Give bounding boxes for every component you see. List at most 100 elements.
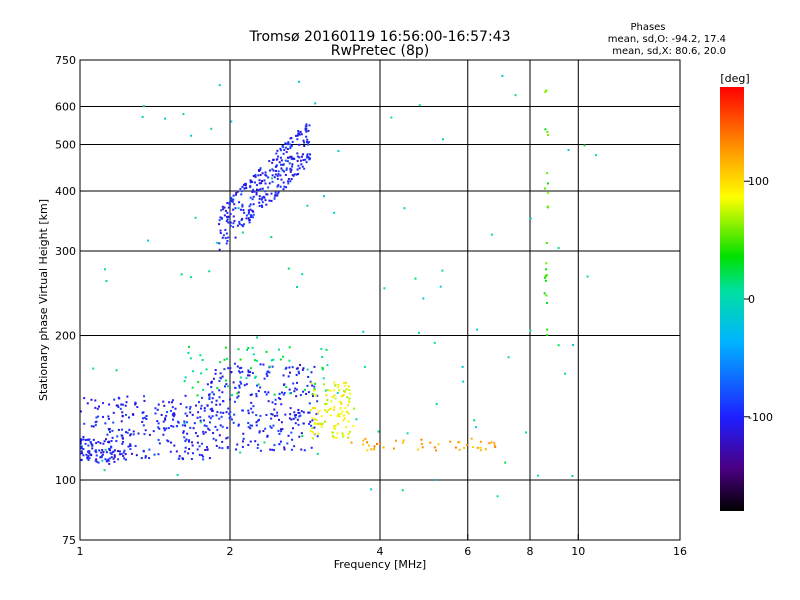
data-point bbox=[111, 451, 114, 454]
data-point bbox=[476, 446, 479, 449]
data-point bbox=[288, 417, 291, 420]
data-point bbox=[171, 418, 174, 421]
data-point bbox=[88, 457, 91, 460]
data-point bbox=[314, 394, 317, 397]
data-point bbox=[209, 417, 212, 420]
data-point bbox=[337, 150, 340, 153]
data-point bbox=[343, 414, 346, 417]
data-point bbox=[249, 440, 252, 443]
data-point bbox=[313, 433, 316, 436]
data-point bbox=[333, 436, 336, 439]
data-point bbox=[224, 237, 227, 240]
data-point bbox=[546, 328, 549, 331]
data-point bbox=[297, 423, 300, 426]
data-point bbox=[94, 450, 97, 453]
data-point bbox=[288, 388, 291, 391]
data-point bbox=[557, 344, 560, 347]
data-point bbox=[277, 184, 280, 187]
data-point bbox=[313, 387, 316, 390]
data-point bbox=[148, 433, 151, 436]
data-point bbox=[83, 422, 86, 425]
data-point bbox=[250, 407, 253, 410]
data-point bbox=[254, 376, 257, 379]
data-point bbox=[238, 386, 241, 389]
data-point bbox=[85, 453, 88, 456]
data-point bbox=[331, 431, 334, 434]
data-point bbox=[235, 192, 238, 195]
data-point bbox=[236, 224, 239, 227]
data-point bbox=[242, 225, 245, 228]
data-point bbox=[102, 415, 105, 418]
data-point bbox=[297, 164, 300, 167]
data-point bbox=[234, 236, 237, 239]
data-point bbox=[394, 439, 397, 442]
data-point bbox=[225, 357, 228, 360]
data-point bbox=[227, 236, 230, 239]
data-point bbox=[249, 367, 252, 370]
x-tick-label: 2 bbox=[227, 545, 234, 558]
data-point bbox=[544, 279, 547, 282]
data-point bbox=[292, 417, 295, 420]
data-point bbox=[142, 424, 145, 427]
data-point bbox=[333, 389, 336, 392]
data-point bbox=[148, 448, 151, 451]
data-point bbox=[226, 218, 229, 221]
data-point bbox=[178, 455, 181, 458]
data-point bbox=[237, 424, 240, 427]
x-tick-label: 10 bbox=[571, 545, 585, 558]
data-point bbox=[191, 386, 194, 389]
data-point bbox=[289, 407, 292, 410]
data-point bbox=[172, 425, 175, 428]
data-point bbox=[276, 411, 279, 414]
data-point bbox=[466, 444, 469, 447]
data-point bbox=[296, 418, 299, 421]
data-point bbox=[106, 433, 109, 436]
data-point bbox=[543, 292, 546, 295]
data-point bbox=[227, 385, 230, 388]
data-point bbox=[221, 375, 224, 378]
data-point bbox=[294, 413, 297, 416]
data-point bbox=[198, 445, 201, 448]
data-point bbox=[321, 422, 324, 425]
data-point bbox=[186, 414, 189, 417]
data-point bbox=[184, 424, 187, 427]
data-point bbox=[283, 383, 286, 386]
data-point bbox=[225, 232, 228, 235]
data-point bbox=[87, 439, 90, 442]
data-point bbox=[135, 454, 138, 457]
data-point bbox=[313, 389, 316, 392]
data-point bbox=[125, 401, 128, 404]
colorbar-tick-label: -100 bbox=[748, 411, 773, 424]
data-point bbox=[188, 345, 191, 348]
data-point bbox=[264, 390, 267, 393]
data-point bbox=[290, 178, 293, 181]
data-point bbox=[108, 448, 111, 451]
data-point bbox=[229, 224, 232, 227]
data-point bbox=[308, 422, 311, 425]
data-point bbox=[375, 442, 378, 445]
data-point bbox=[284, 367, 287, 370]
data-point bbox=[122, 403, 125, 406]
data-point bbox=[300, 133, 303, 136]
data-point bbox=[259, 363, 262, 366]
data-point bbox=[290, 155, 293, 158]
data-point bbox=[219, 372, 222, 375]
data-point bbox=[367, 444, 370, 447]
data-point bbox=[269, 425, 272, 428]
data-point bbox=[277, 170, 280, 173]
data-point bbox=[229, 398, 232, 401]
data-point bbox=[197, 411, 200, 414]
data-point bbox=[248, 221, 251, 224]
data-point bbox=[295, 395, 298, 398]
data-point bbox=[83, 397, 86, 400]
data-point bbox=[283, 148, 286, 151]
data-point bbox=[260, 180, 263, 183]
data-point bbox=[304, 158, 307, 161]
data-point bbox=[268, 371, 271, 374]
data-point bbox=[547, 191, 550, 194]
data-point bbox=[234, 386, 237, 389]
data-point bbox=[277, 173, 280, 176]
data-point bbox=[282, 163, 285, 166]
data-point bbox=[152, 430, 155, 433]
